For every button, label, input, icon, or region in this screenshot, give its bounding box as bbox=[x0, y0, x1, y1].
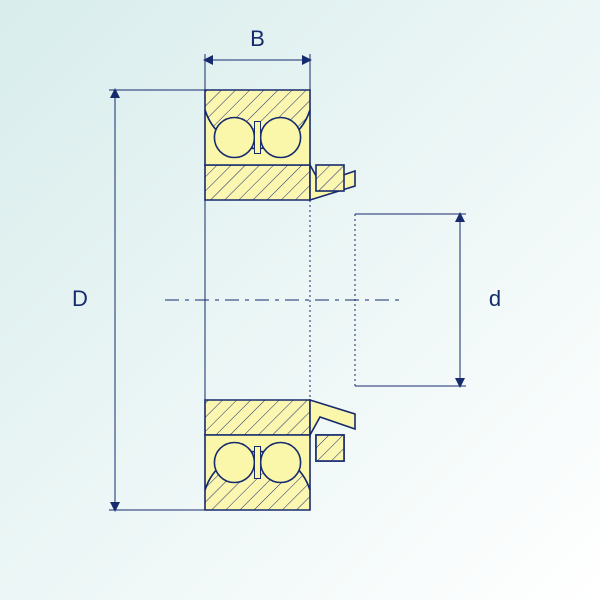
dimension-label-d: d bbox=[489, 286, 501, 311]
ball bbox=[214, 118, 254, 158]
ball bbox=[261, 118, 301, 158]
cage bbox=[255, 122, 261, 154]
ball bbox=[214, 443, 254, 483]
bearing-diagram: B D d bbox=[0, 0, 600, 600]
lock-nut bbox=[316, 165, 344, 191]
lock-nut bbox=[316, 435, 344, 461]
inner-ring bbox=[205, 400, 310, 435]
dimension-label-B: B bbox=[250, 26, 265, 51]
cage bbox=[255, 447, 261, 479]
dimension-label-D: D bbox=[72, 286, 88, 311]
ball bbox=[261, 443, 301, 483]
inner-ring bbox=[205, 165, 310, 200]
